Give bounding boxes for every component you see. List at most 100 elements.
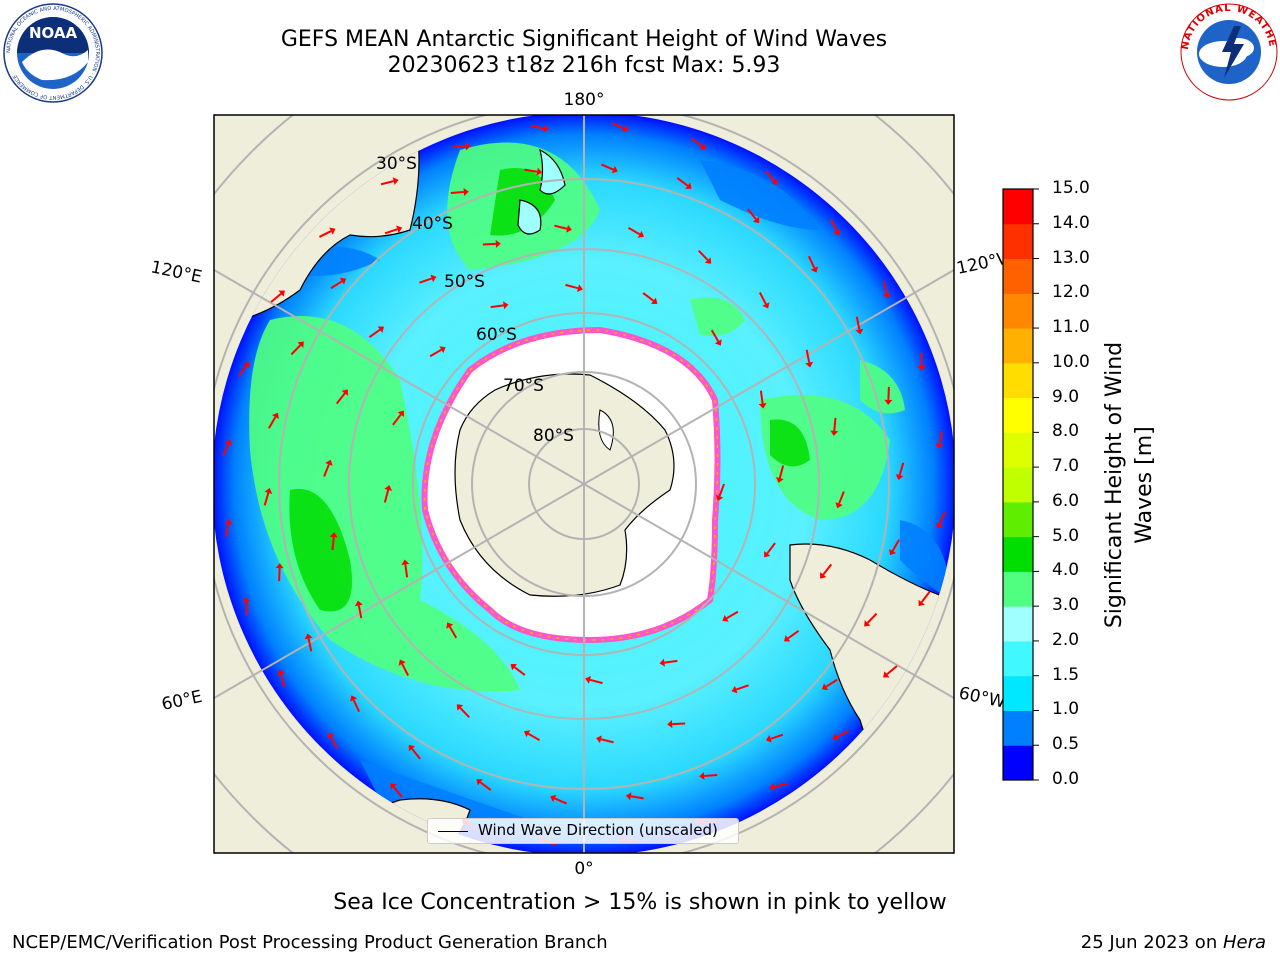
wind-arrow-head xyxy=(327,732,335,739)
wind-arrow-head xyxy=(224,439,233,446)
colorbar-segment xyxy=(1003,293,1033,329)
wind-arrow-shaft xyxy=(318,230,332,238)
colorbar-tick-label: 7.0 xyxy=(1052,456,1080,477)
wind-arrow-shaft xyxy=(429,348,442,358)
wind-arrow-shaft xyxy=(704,773,718,778)
wind-arrow-shaft xyxy=(718,483,725,497)
colorbar-segment xyxy=(1003,501,1033,538)
wind-arrow-head xyxy=(918,599,925,607)
map-subtitle: 20230623 t18z 216h fcst Max: 5.93 xyxy=(387,53,781,78)
wind-arrow-shaft xyxy=(384,228,398,235)
colorbar-tick-label: 1.5 xyxy=(1052,664,1080,685)
map-legend: Wind Wave Direction (unscaled) xyxy=(427,818,739,844)
wind-arrow-head xyxy=(622,124,629,133)
lat-label-80s: 80°S xyxy=(533,426,574,446)
wind-arrow-shaft xyxy=(642,292,655,302)
wind-arrow-shaft xyxy=(805,349,811,363)
wind-arrow-head xyxy=(510,664,517,671)
nws-logo: NATIONAL WEATHER SERVICE xyxy=(1178,2,1278,101)
wind-arrow-shaft xyxy=(630,795,644,800)
wind-arrow-shaft xyxy=(331,536,335,551)
wind-arrow-shaft xyxy=(611,122,625,130)
wind-arrow-head xyxy=(821,683,829,691)
wind-arrow-shaft xyxy=(307,638,313,652)
wind-arrow-shaft xyxy=(886,665,898,676)
wind-arrow-shaft xyxy=(664,659,678,664)
wind-arrow-shaft xyxy=(222,443,230,457)
colorbar-frame xyxy=(1002,188,1034,781)
wind-arrow-shaft xyxy=(589,678,603,685)
wind-arrow-shaft xyxy=(524,168,538,173)
wind-arrow-shaft xyxy=(735,684,749,691)
wind-arrow-shaft xyxy=(383,489,390,503)
wind-arrow-head xyxy=(864,620,871,627)
wind-arrow-shaft xyxy=(513,666,526,676)
colorbar-tick-label: 4.0 xyxy=(1052,560,1080,581)
colorbar-segment xyxy=(1003,536,1033,572)
wind-arrow-shaft xyxy=(448,626,458,639)
wind-arrow-shaft xyxy=(838,491,845,504)
wind-arrow-head xyxy=(329,227,336,235)
wind-arrow-head xyxy=(264,488,273,494)
wind-arrow-shaft xyxy=(335,392,346,405)
wind-arrow-shaft xyxy=(698,250,709,261)
colorbar-tick-label: 14.0 xyxy=(1052,212,1090,233)
wind-arrow-shaft xyxy=(887,386,890,400)
wind-arrow-head xyxy=(762,302,770,309)
colorbar-segment xyxy=(1003,710,1033,746)
wind-arrow-shaft xyxy=(330,280,343,290)
wind-arrow-shaft xyxy=(833,417,837,432)
wind-arrow-head xyxy=(401,559,410,565)
wind-arrow-shaft xyxy=(459,707,470,718)
wind-arrow-head xyxy=(390,783,397,790)
wind-arrow-head xyxy=(408,744,416,752)
footer-host: Hera xyxy=(1222,932,1266,953)
wind-arrow-head xyxy=(398,659,406,666)
wind-arrow-shaft xyxy=(268,416,277,429)
colorbar-label: Significant Height of Wind Waves [m] xyxy=(1102,341,1157,629)
wind-arrow-shaft xyxy=(237,365,248,377)
wind-arrow-head xyxy=(805,361,814,368)
wind-arrow-head xyxy=(339,277,347,285)
wind-arrow-head xyxy=(297,341,304,348)
wind-arrow-shaft xyxy=(758,292,767,305)
wind-arrow-head xyxy=(476,779,483,786)
wind-arrow-head xyxy=(935,522,944,529)
wind-arrow-head xyxy=(278,290,285,297)
lat-label-40s: 40°S xyxy=(412,214,453,234)
wind-arrow-head xyxy=(820,572,827,579)
wind-arrow-head xyxy=(566,224,572,233)
wind-arrow-head xyxy=(765,734,772,743)
wind-arrow-head xyxy=(783,635,791,642)
wind-arrow-head xyxy=(884,399,893,405)
colorbar-segment xyxy=(1003,328,1033,364)
wind-arrow-shaft xyxy=(787,629,800,640)
wind-arrow-shaft xyxy=(822,563,833,576)
wind-arrow-head xyxy=(883,292,891,299)
wind-arrow-shaft xyxy=(920,591,931,603)
wind-arrow-shaft xyxy=(278,568,281,582)
wind-arrow-shaft xyxy=(368,328,381,339)
legend-label: Wind Wave Direction (unscaled) xyxy=(478,821,718,839)
wind-arrow-head xyxy=(354,600,363,607)
wind-arrow-shaft xyxy=(938,511,946,525)
sea-ice-caption: Sea Ice Concentration > 15% is shown in … xyxy=(333,890,947,915)
colorbar-segment xyxy=(1003,571,1033,607)
wind-arrow-shaft xyxy=(479,781,492,791)
wind-arrow-head xyxy=(832,733,839,741)
wind-arrow-head xyxy=(855,328,864,335)
wind-arrow-shaft xyxy=(527,732,541,742)
wind-arrow-head xyxy=(835,502,843,509)
wind-arrow-head xyxy=(651,297,658,304)
wind-arrow-shaft xyxy=(401,663,410,676)
wind-arrow-head xyxy=(243,361,250,369)
colorbar-segment xyxy=(1003,432,1033,468)
wind-arrow-shaft xyxy=(726,610,739,620)
footer-date: 25 Jun 2023 on Hera xyxy=(1081,932,1266,953)
colorbar-tick-label: 0.0 xyxy=(1052,769,1080,789)
legend-line-swatch xyxy=(438,831,468,832)
wind-arrow-head xyxy=(495,239,501,248)
wind-arrow-head xyxy=(465,142,471,151)
wind-arrow-head xyxy=(377,326,385,333)
wind-arrow-head xyxy=(341,389,348,396)
